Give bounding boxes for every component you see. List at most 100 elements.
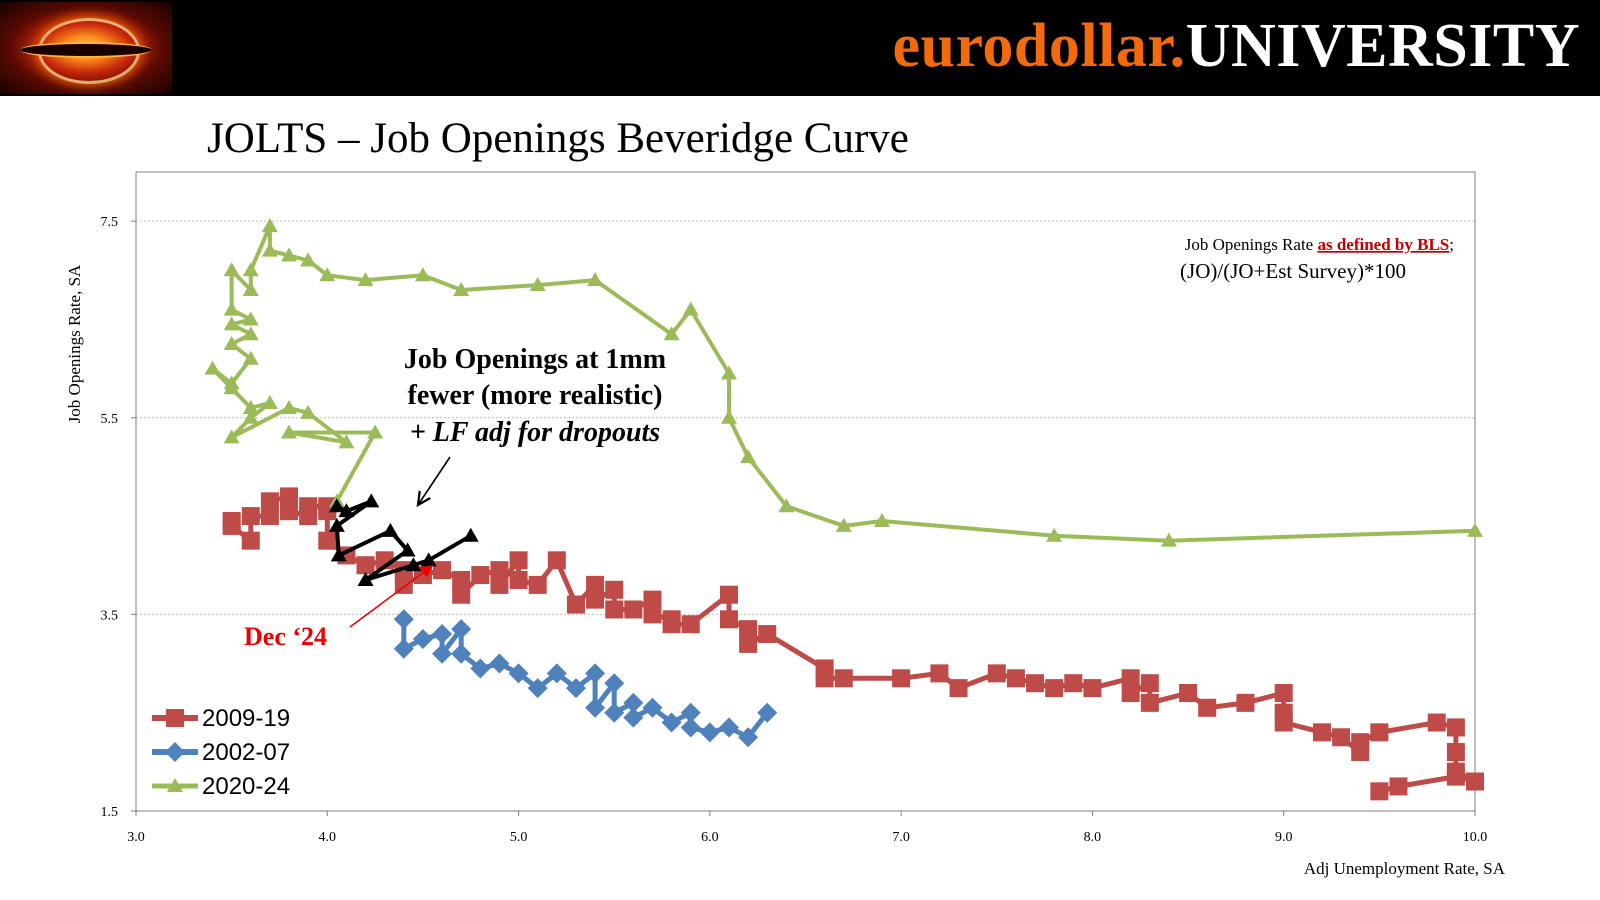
- data-point: [1446, 762, 1465, 781]
- series-2009-19: [222, 487, 1484, 801]
- brand-part-1: eurodollar.: [892, 12, 1186, 80]
- data-point: [242, 281, 259, 296]
- data-point: [242, 409, 259, 424]
- data-point: [566, 595, 585, 614]
- data-point: [1198, 698, 1217, 717]
- y-tick-label: 1.5: [101, 805, 119, 820]
- legend: 2009-19 2002-07 2020-24: [152, 705, 290, 800]
- data-point: [1026, 674, 1045, 693]
- brand-wordmark: eurodollar.UNIVERSITY: [893, 6, 1581, 86]
- data-point: [778, 498, 795, 513]
- data-point: [490, 561, 509, 580]
- legend-item: 2020-24: [152, 773, 290, 800]
- data-point: [586, 590, 605, 609]
- data-point: [1140, 674, 1159, 693]
- x-tick-label: 5.0: [510, 830, 528, 845]
- series-line: [401, 619, 770, 740]
- data-point: [719, 585, 738, 604]
- data-point: [393, 638, 414, 659]
- data-point: [1064, 674, 1083, 693]
- y-axis-label: Job Openings Rate, SA: [65, 264, 84, 423]
- data-point: [242, 399, 259, 414]
- data-point: [547, 551, 566, 570]
- data-point: [758, 625, 777, 644]
- data-point: [318, 531, 337, 550]
- dec-24-callout-arrow: [349, 565, 434, 628]
- x-tick-label: 9.0: [1275, 830, 1293, 845]
- definition-prefix: Job Openings Rate: [1185, 235, 1318, 254]
- data-point: [565, 678, 586, 699]
- data-point: [1274, 703, 1293, 722]
- data-point: [330, 547, 347, 562]
- data-point: [604, 702, 625, 723]
- data-point: [241, 531, 260, 550]
- data-point: [815, 659, 834, 678]
- data-point: [241, 507, 260, 526]
- data-point: [528, 575, 547, 594]
- bls-definition-link[interactable]: as defined by BLS: [1317, 235, 1449, 254]
- data-point: [987, 664, 1006, 683]
- data-point: [281, 399, 298, 414]
- data-point: [739, 620, 758, 639]
- annotation-line-2: fewer (more realistic): [408, 380, 663, 411]
- definition-line-1: Job Openings Rate as defined by BLS;: [1185, 235, 1454, 254]
- data-point: [367, 424, 384, 439]
- x-tick-label: 3.0: [127, 830, 145, 845]
- data-point: [452, 570, 471, 589]
- data-point: [1467, 522, 1483, 537]
- data-point: [739, 634, 758, 653]
- data-point: [740, 449, 757, 464]
- data-point: [300, 252, 317, 267]
- data-point: [223, 316, 240, 331]
- data-point: [242, 326, 259, 341]
- y-tick-label: 7.5: [101, 215, 119, 230]
- data-point: [699, 722, 720, 743]
- legend-swatch-marker: [166, 709, 184, 727]
- data-point: [328, 517, 345, 532]
- data-point: [930, 664, 949, 683]
- legend-item: 2009-19: [152, 705, 290, 732]
- data-point: [281, 247, 298, 262]
- data-point: [242, 350, 259, 365]
- data-point: [585, 697, 606, 718]
- data-point: [261, 395, 278, 410]
- data-point: [835, 517, 852, 532]
- data-point: [432, 624, 453, 645]
- data-point: [451, 643, 472, 664]
- data-point: [260, 492, 279, 511]
- data-point: [1140, 693, 1159, 712]
- data-point: [623, 707, 644, 728]
- legend-item: 2002-07: [152, 739, 290, 766]
- data-point: [642, 697, 663, 718]
- data-point: [680, 717, 701, 738]
- data-point: [338, 503, 355, 518]
- data-point: [1179, 684, 1198, 703]
- data-point: [1046, 527, 1063, 542]
- data-point: [300, 404, 317, 419]
- data-point: [1045, 679, 1064, 698]
- x-tick-label: 7.0: [892, 830, 910, 845]
- data-point: [509, 570, 528, 589]
- data-point: [242, 311, 259, 326]
- slide-title: JOLTS – Job Openings Beveridge Curve: [207, 115, 909, 162]
- data-point: [489, 653, 510, 674]
- data-point: [586, 575, 605, 594]
- data-point: [892, 669, 911, 688]
- data-point: [719, 610, 738, 629]
- data-point: [405, 557, 422, 572]
- annotation-arrow: [418, 456, 451, 505]
- y-tick-label: 3.5: [101, 608, 119, 623]
- data-point: [363, 493, 380, 508]
- data-point: [757, 702, 778, 723]
- axes-layer: 1.5 3.5 5.5 7.5 3.0 4.0 5.0 6.0 7.0 8.0 9.0 10.0: [101, 215, 1488, 845]
- data-point: [718, 717, 739, 738]
- data-point: [508, 663, 529, 684]
- data-point: [261, 218, 278, 233]
- data-point: [462, 527, 479, 542]
- series-adjusted: [328, 493, 479, 586]
- data-point: [414, 267, 431, 282]
- data-point: [223, 336, 240, 351]
- data-point: [681, 615, 700, 634]
- annotation-line-1: Job Openings at 1mm: [404, 344, 666, 375]
- data-point: [280, 502, 299, 521]
